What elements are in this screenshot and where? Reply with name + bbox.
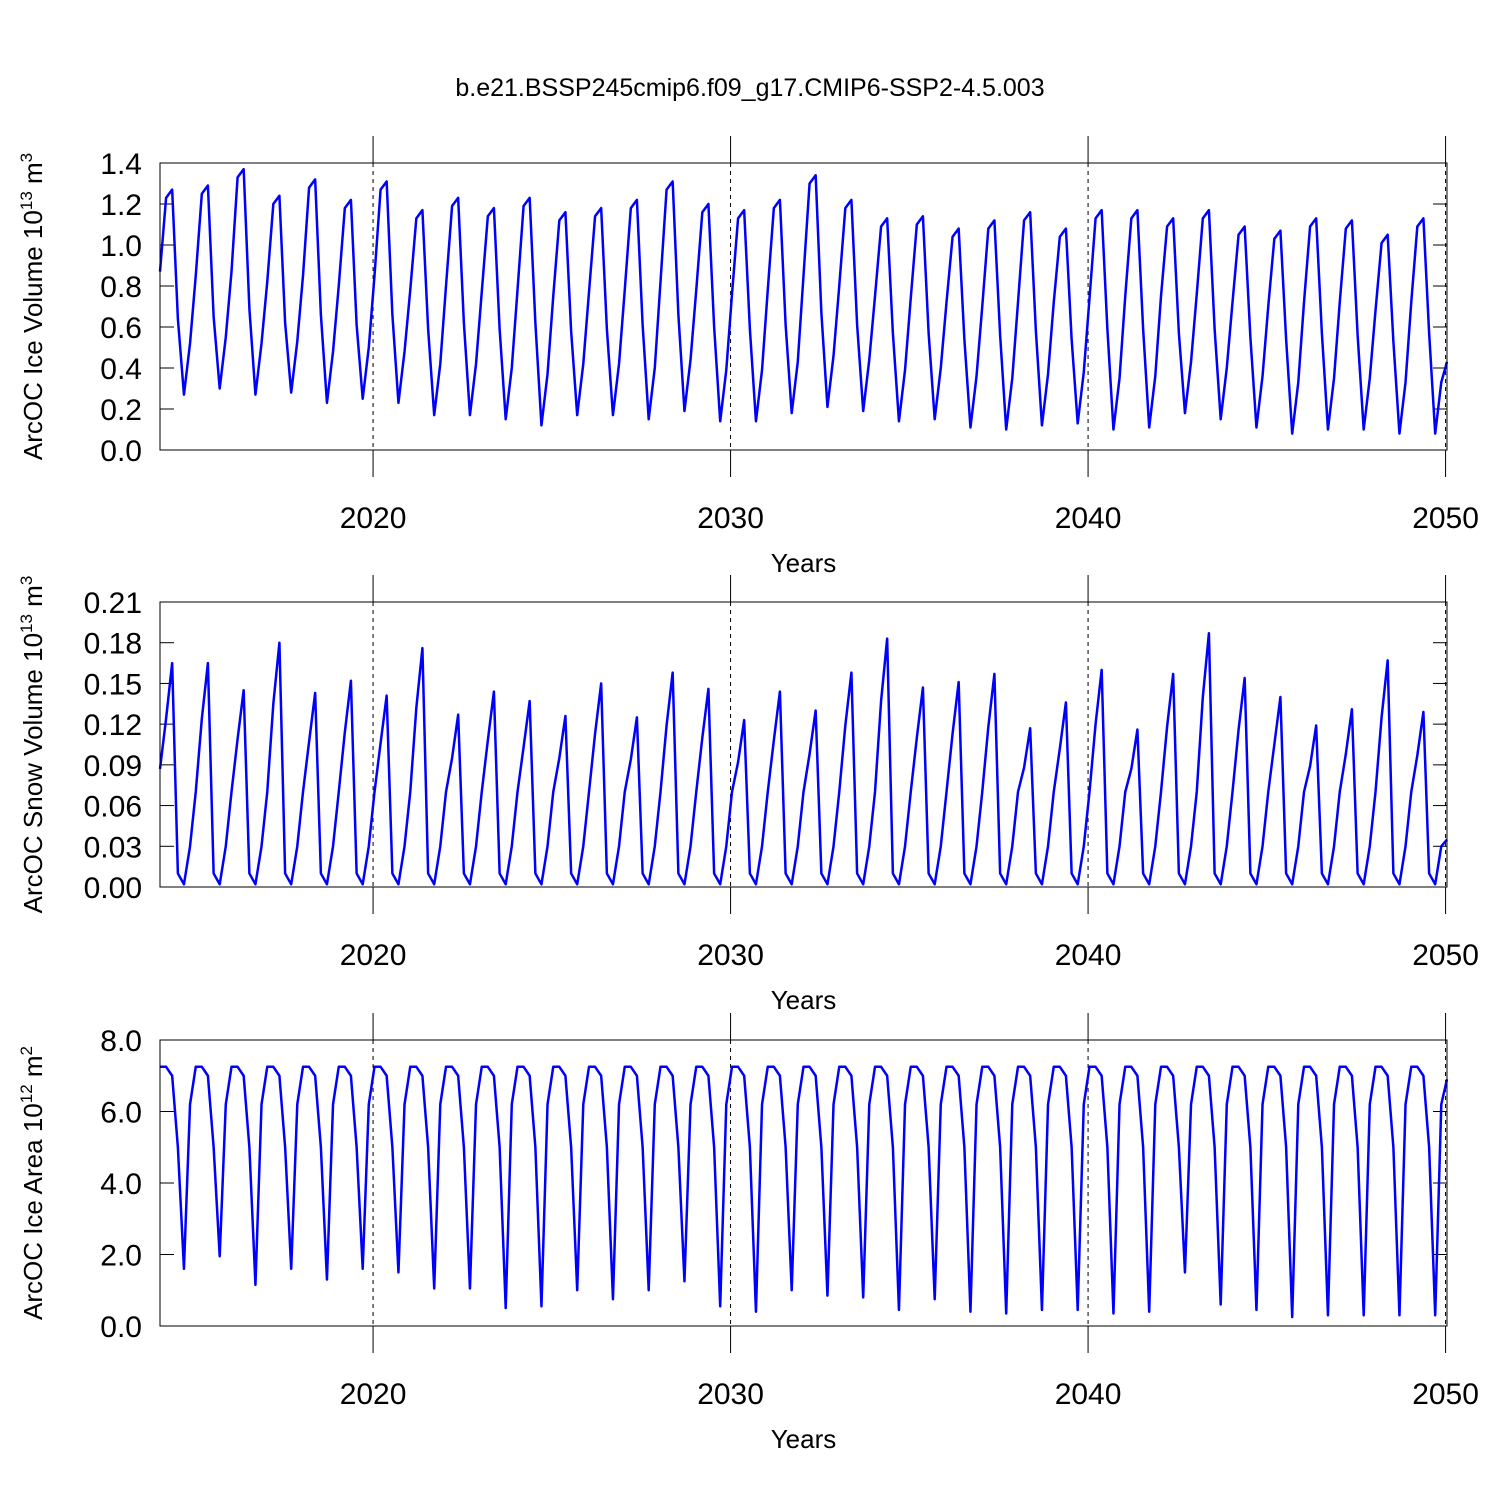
y-tick-label: 0.15 — [84, 668, 142, 701]
data-line — [158, 167, 1449, 435]
plot-frame — [159, 601, 1448, 888]
y-axis-label-part: m — [18, 585, 48, 614]
y-axis-label-part: ArcOC Ice Area 10 — [18, 1103, 48, 1320]
y-axis-label: ArcOC Ice Volume 1013 m3 — [17, 153, 48, 460]
y-tick-label: 0.4 — [100, 353, 142, 386]
y-axis-label: ArcOC Snow Volume 1013 m3 — [17, 576, 48, 914]
y-axis-label: ArcOC Ice Area 1012 m2 — [17, 1046, 48, 1320]
y-axis-label-part: m — [18, 1055, 48, 1084]
x-axis-label: Years — [771, 985, 837, 1015]
x-tick-label: 2020 — [340, 939, 407, 972]
y-tick-label: 1.2 — [100, 189, 142, 222]
x-tick-label: 2040 — [1055, 1378, 1122, 1411]
y-tick-label: 0.2 — [100, 394, 142, 427]
x-tick-label: 2020 — [340, 1378, 407, 1411]
y-tick-label: 0.8 — [100, 271, 142, 304]
x-tick-label: 2050 — [1412, 1378, 1479, 1411]
data-line — [158, 631, 1448, 886]
y-axis-label-part: 3 — [17, 576, 36, 585]
x-axis-label: Years — [771, 548, 837, 578]
y-tick-label: 0.09 — [84, 750, 142, 783]
y-tick-label: 0.0 — [100, 1311, 142, 1344]
y-axis-label-part: 12 — [17, 1084, 36, 1103]
y-tick-label: 1.0 — [100, 230, 142, 263]
y-tick-label: 2.0 — [100, 1240, 142, 1273]
y-axis-label-part: m — [18, 162, 48, 191]
data-line — [160, 1065, 1449, 1319]
x-tick-label: 2030 — [697, 939, 764, 972]
x-axis-label: Years — [771, 1424, 837, 1454]
y-tick-label: 0.18 — [84, 628, 142, 661]
y-tick-label: 0.00 — [84, 872, 142, 905]
x-tick-label: 2040 — [1055, 939, 1122, 972]
y-tick-label: 0.06 — [84, 791, 142, 824]
y-tick-label: 8.0 — [100, 1025, 142, 1058]
chart-title: b.e21.BSSP245cmip6.f09_g17.CMIP6-SSP2-4.… — [455, 74, 1044, 102]
y-tick-label: 6.0 — [100, 1097, 142, 1130]
y-tick-label: 0.12 — [84, 709, 142, 742]
plot-frame — [159, 162, 1448, 451]
y-axis-label-part: 13 — [17, 191, 36, 210]
y-axis-label-part: 2 — [17, 1046, 36, 1055]
y-tick-label: 0.21 — [84, 587, 142, 620]
y-tick-label: 1.4 — [100, 148, 142, 181]
y-tick-label: 0.6 — [100, 312, 142, 345]
x-tick-label: 2030 — [697, 1378, 764, 1411]
x-tick-label: 2020 — [340, 502, 407, 535]
y-tick-label: 0.03 — [84, 831, 142, 864]
y-axis-label-part: 3 — [17, 153, 36, 162]
y-axis-label-part: 13 — [17, 614, 36, 633]
x-tick-label: 2050 — [1412, 939, 1479, 972]
y-tick-label: 4.0 — [100, 1168, 142, 1201]
x-tick-label: 2030 — [697, 502, 764, 535]
plot-frame — [159, 1039, 1448, 1327]
y-axis-label-part: ArcOC Snow Volume 10 — [18, 633, 48, 913]
y-tick-label: 0.0 — [100, 435, 142, 468]
x-tick-label: 2040 — [1055, 502, 1122, 535]
y-axis-label-part: ArcOC Ice Volume 10 — [18, 210, 48, 460]
x-tick-label: 2050 — [1412, 502, 1479, 535]
